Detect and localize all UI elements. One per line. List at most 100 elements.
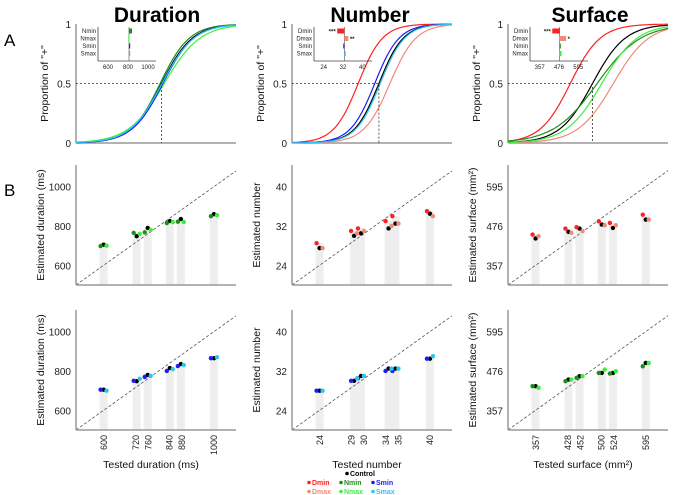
mean-point-dmax xyxy=(396,221,401,226)
y-tick-label: 40 xyxy=(276,183,288,194)
mean-point-dmax xyxy=(580,229,585,234)
inset-row-label: Dmax xyxy=(296,37,312,43)
estimate-bar xyxy=(165,368,174,430)
mean-point-dmin xyxy=(424,209,430,214)
estimate-bar xyxy=(641,362,650,430)
legend-item-smin: Smin xyxy=(376,480,393,487)
estimate-bar xyxy=(597,369,606,430)
y-tick-label: 595 xyxy=(486,183,503,194)
mean-point-dmin xyxy=(314,240,319,246)
significance-stars: *** xyxy=(544,30,552,36)
mean-point-nmax xyxy=(148,227,153,233)
mean-point-smin xyxy=(142,374,147,380)
estimate-bar xyxy=(143,227,152,285)
mean-point-dmin xyxy=(640,212,645,217)
mean-point-control xyxy=(427,211,433,216)
psychometric-curve-smax xyxy=(75,24,237,144)
mean-point-nmax xyxy=(580,374,585,379)
mean-point-nmin xyxy=(640,364,645,369)
legend-marker-smin xyxy=(371,480,375,485)
y-axis-label: Estimated duration (ms) xyxy=(35,314,47,425)
y-axis-label: Estimated duration (ms) xyxy=(35,169,47,280)
inset-tick-label: 595 xyxy=(573,65,584,71)
mean-point-dmin xyxy=(383,218,388,224)
y-tick-label: 600 xyxy=(54,261,71,272)
mean-point-nmin xyxy=(208,213,214,219)
y-tick-label: 40 xyxy=(276,328,288,339)
mean-point-smin xyxy=(208,355,214,361)
identity-line xyxy=(75,315,237,431)
y-axis-label: Proportion of "+" xyxy=(39,45,51,122)
estimate-bar xyxy=(143,374,152,430)
y-tick-label: 476 xyxy=(486,367,503,378)
inset-row-label: Smin xyxy=(298,44,312,50)
estimate-bar xyxy=(132,378,141,430)
y-tick-label: 800 xyxy=(54,367,71,378)
x-tick-label: 524 xyxy=(609,435,619,450)
estimate-bar xyxy=(209,357,218,430)
y-axis-label: Estimated number xyxy=(251,182,263,268)
panel-label-a: A xyxy=(4,31,16,50)
y-axis-label: Estimated surface (mm²) xyxy=(467,313,479,428)
inset-tick-label: 1000 xyxy=(141,65,155,71)
mean-point-control xyxy=(533,236,538,241)
mean-point-smin xyxy=(348,378,354,384)
legend-item-dmin: Dmin xyxy=(312,480,330,487)
inset-bar-nmin xyxy=(559,43,561,49)
estimate-bar xyxy=(356,375,365,430)
mean-point-nmin xyxy=(175,219,181,224)
chart-title: Duration xyxy=(114,4,200,27)
mean-point-dmin xyxy=(563,226,568,231)
mean-point-dmin xyxy=(355,226,361,231)
x-tick-label: 34 xyxy=(381,435,391,445)
legend-item-nmin: Nmin xyxy=(344,480,362,487)
y-tick-label: 1000 xyxy=(49,328,72,339)
inset-row-label: Nmax xyxy=(80,37,96,43)
estimate-bar xyxy=(425,356,434,430)
legend-marker-nmax xyxy=(339,489,343,494)
identity-line xyxy=(291,315,453,431)
mean-point-dmin xyxy=(574,225,579,230)
y-tick-label: 24 xyxy=(276,261,288,272)
mean-point-dmax xyxy=(361,228,367,234)
estimate-bar xyxy=(350,230,359,285)
inset-tick-label: 357 xyxy=(535,65,546,71)
mean-point-smax xyxy=(354,376,360,381)
identity-line xyxy=(507,315,669,431)
mean-point-nmax xyxy=(613,369,619,374)
mean-point-smax xyxy=(170,366,175,372)
legend-marker-dmax xyxy=(307,489,311,494)
x-tick-label: 30 xyxy=(359,435,369,445)
mean-point-nmax xyxy=(646,360,651,366)
mean-point-nmin xyxy=(530,383,535,389)
mean-point-nmin xyxy=(574,375,579,381)
inset-bar-smin xyxy=(343,43,345,49)
mean-point-nmin xyxy=(164,220,169,226)
x-tick-label: 40 xyxy=(425,435,435,445)
y-tick-label: 600 xyxy=(54,406,71,417)
estimate-bar xyxy=(391,216,400,285)
mean-point-dmax xyxy=(389,223,394,229)
mean-point-nmax xyxy=(170,219,175,225)
y-axis-label: Estimated surface (mm²) xyxy=(467,168,479,283)
y-tick-label: 32 xyxy=(276,367,288,378)
x-tick-label: 760 xyxy=(144,435,154,450)
mean-point-smin xyxy=(131,378,136,384)
mean-point-nmax xyxy=(536,385,541,390)
psychometric-curve-dmin xyxy=(507,23,668,142)
significance-stars: *** xyxy=(329,30,337,36)
estimate-bar xyxy=(425,211,434,285)
y-tick-label: 0 xyxy=(65,139,71,150)
mean-point-nmin xyxy=(142,230,147,235)
inset-bar-dmax xyxy=(344,36,349,41)
mean-point-smin xyxy=(98,387,103,392)
estimate-bar xyxy=(315,390,324,430)
psychometric-curve-nmin xyxy=(507,27,669,142)
estimate-bar xyxy=(384,368,393,430)
x-tick-label: 1000 xyxy=(209,435,219,455)
x-tick-label: 720 xyxy=(131,435,141,450)
inset-tick-label: 24 xyxy=(320,65,327,71)
x-tick-label: 452 xyxy=(575,435,585,450)
legend-marker-control xyxy=(345,471,349,476)
identity-line xyxy=(507,170,669,286)
